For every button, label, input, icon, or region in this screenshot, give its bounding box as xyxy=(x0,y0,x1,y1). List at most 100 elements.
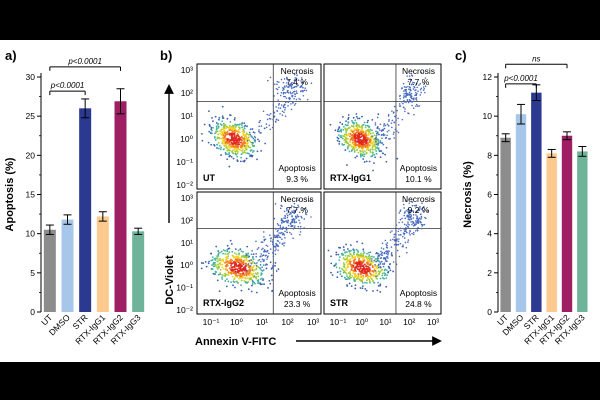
event-dot xyxy=(247,138,250,141)
event-dot xyxy=(212,265,215,268)
event-dot xyxy=(255,277,258,280)
event-dot xyxy=(293,104,296,106)
event-dot xyxy=(234,286,236,289)
event-dot xyxy=(218,262,221,265)
event-dot xyxy=(360,275,363,278)
event-dot xyxy=(268,279,271,282)
event-dot xyxy=(354,287,357,290)
event-dot xyxy=(393,233,396,236)
event-dot xyxy=(234,123,237,126)
event-dot xyxy=(384,153,386,156)
event-dot xyxy=(245,138,248,141)
flow-x-tick-label: 10⁻¹ xyxy=(203,317,220,327)
event-dot xyxy=(335,253,338,256)
event-dot xyxy=(223,123,226,126)
event-dot xyxy=(243,280,246,282)
event-dot xyxy=(379,123,382,126)
event-dot xyxy=(423,82,426,85)
event-dot xyxy=(360,150,362,153)
event-dot xyxy=(309,199,312,202)
event-dot xyxy=(410,95,413,98)
event-dot xyxy=(270,267,273,270)
event-dot xyxy=(244,147,246,149)
event-dot xyxy=(200,267,203,270)
event-dot xyxy=(403,99,405,102)
event-dot xyxy=(366,257,368,260)
event-dot xyxy=(230,155,233,158)
event-dot xyxy=(366,269,369,271)
event-dot xyxy=(290,221,293,224)
event-dot xyxy=(272,238,275,241)
event-dot xyxy=(231,124,234,127)
event-dot xyxy=(289,91,292,94)
event-dot xyxy=(253,150,255,152)
event-dot xyxy=(372,169,374,172)
event-dot xyxy=(369,263,371,265)
event-dot xyxy=(396,130,398,132)
event-dot xyxy=(365,273,368,276)
event-dot xyxy=(411,223,413,226)
event-dot xyxy=(351,254,354,257)
event-dot xyxy=(221,136,224,139)
event-dot xyxy=(263,260,265,262)
event-dot xyxy=(362,250,365,252)
event-dot xyxy=(409,96,412,98)
event-dot xyxy=(250,266,253,269)
event-dot xyxy=(384,257,386,259)
event-dot xyxy=(251,280,254,282)
event-dot xyxy=(342,246,345,248)
event-dot xyxy=(266,250,268,252)
event-dot xyxy=(419,218,422,220)
event-dot xyxy=(409,78,411,80)
event-dot xyxy=(379,284,382,287)
event-dot xyxy=(423,223,426,226)
event-dot xyxy=(241,268,243,271)
event-dot xyxy=(403,86,406,88)
event-dot xyxy=(398,212,401,214)
event-dot xyxy=(244,268,247,270)
event-dot xyxy=(353,140,356,143)
panel-c-bar-rtx-igg3 xyxy=(577,151,588,312)
event-dot xyxy=(215,257,217,260)
event-dot xyxy=(357,268,360,271)
event-dot xyxy=(286,91,289,94)
event-dot xyxy=(251,143,254,146)
event-dot xyxy=(293,211,295,214)
event-dot xyxy=(284,237,286,239)
event-dot xyxy=(336,139,339,142)
event-dot xyxy=(364,144,367,147)
event-dot xyxy=(371,129,373,132)
event-dot xyxy=(378,127,380,130)
event-dot xyxy=(403,233,405,236)
event-dot xyxy=(405,224,408,226)
event-dot xyxy=(226,149,229,152)
event-dot xyxy=(241,122,244,125)
event-dot xyxy=(226,141,229,143)
event-dot xyxy=(346,284,348,286)
event-dot xyxy=(293,205,295,208)
flow-y-tick-label: 10² xyxy=(181,88,193,98)
event-dot xyxy=(298,97,300,100)
event-dot xyxy=(224,272,226,275)
event-dot xyxy=(310,82,313,85)
event-dot xyxy=(374,156,377,159)
flow-x-tick-label: 10¹ xyxy=(379,317,391,327)
event-dot xyxy=(342,128,345,131)
event-dot xyxy=(377,252,379,255)
flow-y-axis-title: DC-Violet xyxy=(164,255,176,305)
event-dot xyxy=(275,243,278,246)
event-dot xyxy=(304,87,307,89)
event-dot xyxy=(276,236,279,238)
event-dot xyxy=(384,268,387,271)
event-dot xyxy=(227,153,230,156)
event-dot xyxy=(225,137,228,140)
event-dot xyxy=(259,267,262,270)
event-dot xyxy=(395,229,397,232)
event-dot xyxy=(246,245,249,248)
event-dot xyxy=(259,283,262,286)
event-dot xyxy=(299,233,301,236)
event-dot xyxy=(340,128,342,131)
event-dot xyxy=(368,254,371,256)
event-dot xyxy=(253,135,256,138)
event-dot xyxy=(241,145,244,148)
